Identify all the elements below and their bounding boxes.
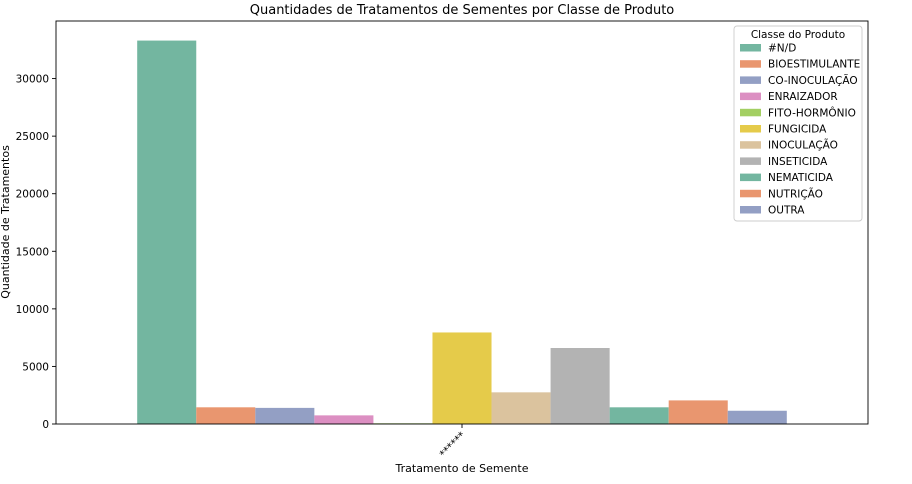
bar (314, 415, 374, 424)
y-tick-label: 10000 (16, 304, 49, 316)
legend-entry: BIOESTIMULANTE (768, 59, 860, 71)
legend-swatch (740, 189, 761, 198)
legend-frame (733, 25, 863, 222)
bar (609, 407, 669, 424)
bar (550, 348, 610, 424)
y-axis-label: Quantidade de Tratamentos (0, 145, 12, 299)
x-axis: ****** (437, 424, 468, 460)
legend-swatch (740, 92, 761, 101)
bar (727, 410, 787, 424)
chart-title: Quantidades de Tratamentos de Sementes p… (250, 3, 675, 18)
bar (196, 407, 256, 424)
y-tick-label: 0 (42, 419, 49, 431)
legend-swatch (740, 173, 761, 182)
legend-swatch (740, 125, 761, 133)
legend-items: #N/D BIOESTIMULANTE CO-INOCULAÇÃO ENRAIZADO… (740, 43, 860, 217)
y-tick-label: 15000 (16, 246, 49, 258)
x-axis-label: Tratamento de Semente (395, 462, 529, 475)
bar (432, 332, 492, 424)
legend-swatch (740, 44, 761, 52)
bar (137, 40, 197, 425)
bar (255, 407, 315, 424)
plot-frame (55, 20, 869, 425)
legend-swatch (740, 76, 761, 84)
legend-swatch (740, 141, 761, 149)
legend-entry: NEMATICIDA (768, 172, 834, 184)
legend-swatch (740, 60, 761, 68)
legend-title: Classe do Produto (751, 29, 845, 41)
legend-entry: #N/D (768, 43, 796, 55)
legend-swatch (740, 157, 761, 165)
legend-entry: INSETICIDA (768, 156, 828, 168)
legend-entry: FITO-HORMÔNIO (768, 106, 856, 119)
legend-swatch (740, 206, 761, 214)
legend-swatch (740, 108, 761, 117)
legend-entry: OUTRA (768, 205, 805, 217)
legend-entry: ENRAIZADOR (768, 91, 838, 103)
legend-entry: CO-INOCULAÇÃO (768, 74, 858, 87)
legend-entry: FUNGICIDA (768, 124, 827, 136)
y-tick-label: 30000 (16, 74, 49, 86)
legend: Classe do Produto #N/D BIOESTIMULANTE CO-I… (733, 25, 863, 222)
bars (137, 40, 787, 425)
y-tick-label: 5000 (22, 361, 49, 373)
y-tick-label: 20000 (16, 189, 49, 201)
y-axis: 0 5000 10000 15000 20000 25000 30000 (16, 74, 56, 431)
bar (668, 400, 728, 424)
bar (491, 392, 551, 424)
legend-entry: NUTRIÇÃO (768, 187, 823, 200)
x-tick-label: ****** (437, 430, 468, 461)
legend-entry: INOCULAÇÃO (768, 139, 838, 152)
y-tick-label: 25000 (16, 131, 49, 143)
